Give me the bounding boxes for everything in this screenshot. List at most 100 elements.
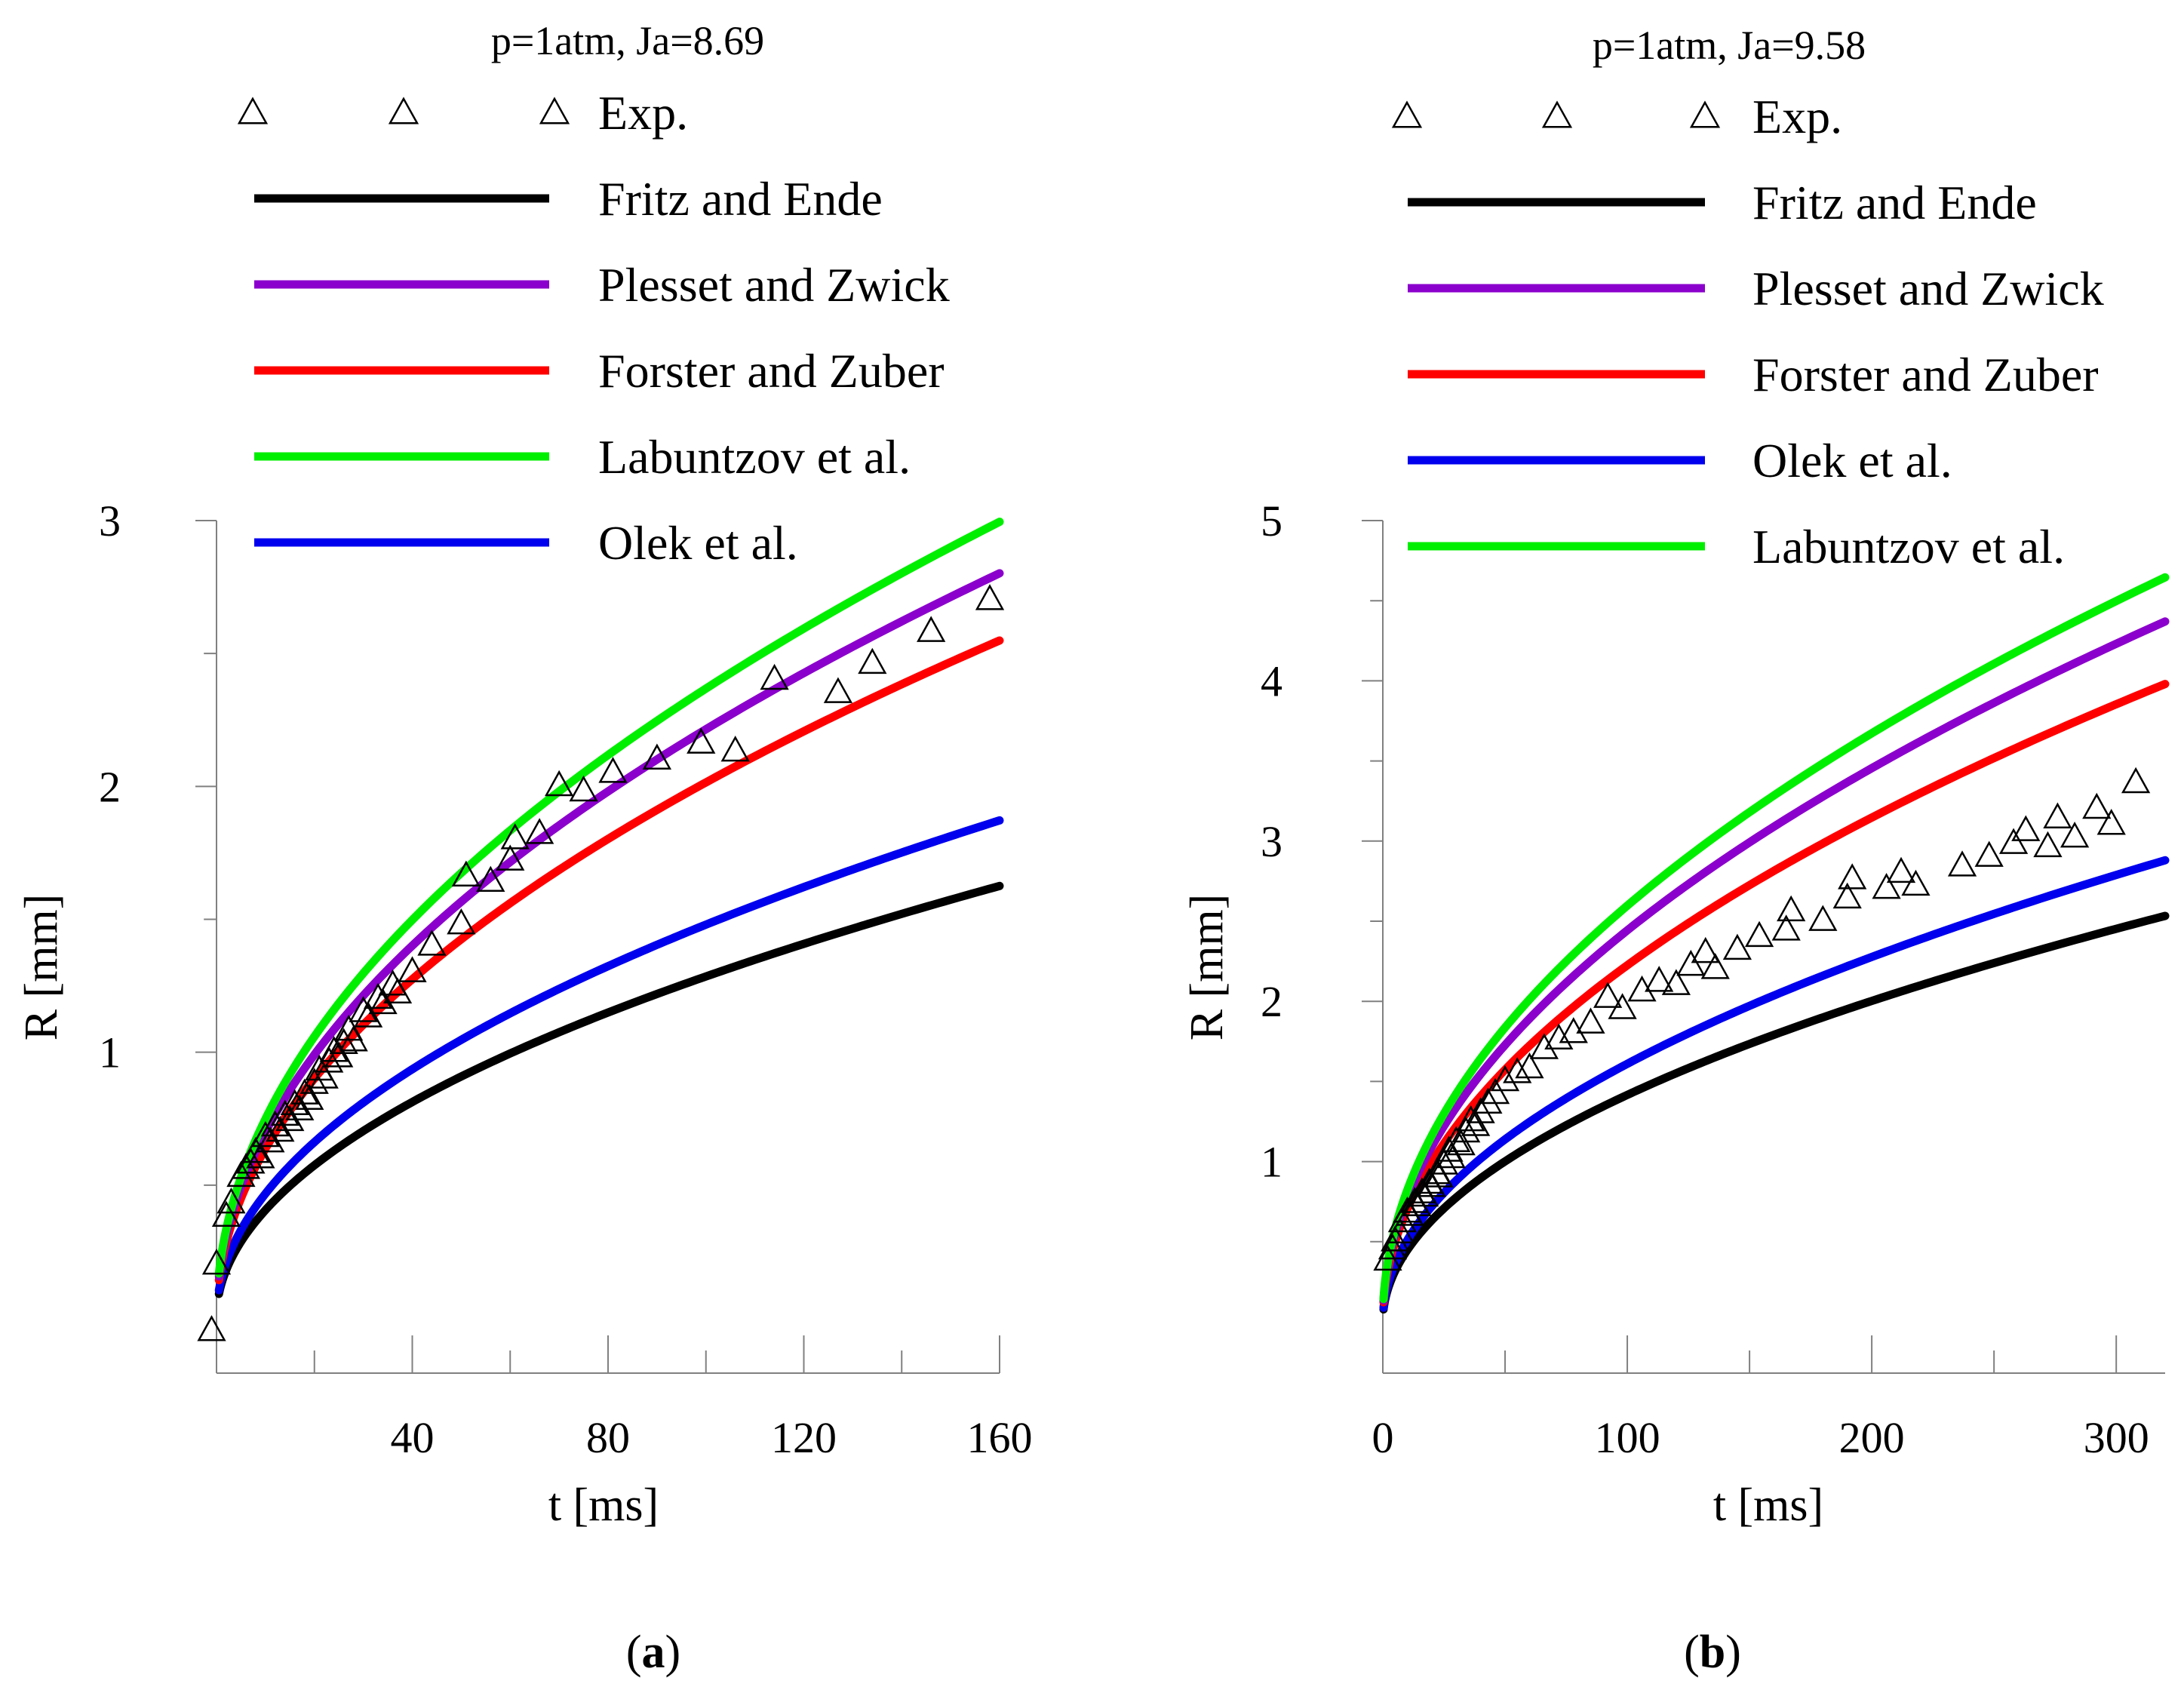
exp-point: [569, 775, 598, 802]
legend-label: Forster and Zuber: [1752, 348, 2099, 401]
series-line-fritz-and-ende: [214, 881, 1004, 1298]
panel-caption-letter-a: a: [642, 1627, 665, 1678]
legend-label: Fritz and Ende: [1752, 176, 2037, 229]
exp-point: [1402, 1190, 1432, 1216]
x-tick-label: 80: [586, 1413, 630, 1462]
exp-point: [1395, 1200, 1424, 1226]
exp-point: [1446, 1129, 1476, 1156]
x-tick-label: 160: [967, 1413, 1033, 1462]
legend-item: Exp.: [1391, 90, 1842, 143]
y-tick-label: 3: [1261, 817, 1282, 866]
legend-item: Plesset and Zwick: [1408, 262, 2104, 315]
exp-point: [858, 647, 887, 674]
exp-point: [1429, 1148, 1459, 1175]
legend-marker-icon: [1541, 100, 1573, 128]
chart-panel-b: p=1atm, Ja=9.58 Exp. Fritz and Ende Plesse…: [1181, 23, 2170, 1678]
exp-points-a: [197, 584, 1005, 1341]
exp-point: [1947, 850, 1977, 877]
exp-point: [1417, 1171, 1446, 1197]
y-axis-label-a: R [mm]: [16, 894, 67, 1041]
exp-point: [1832, 882, 1862, 909]
legend-item: Fritz and Ende: [254, 172, 883, 226]
exp-point: [1436, 1142, 1466, 1169]
exp-point: [720, 735, 750, 762]
exp-point: [975, 584, 1005, 610]
curves-a: [214, 518, 1004, 1298]
exp-point: [349, 996, 378, 1022]
exp-point: [1608, 993, 1637, 1019]
exp-point: [1886, 856, 1916, 883]
exp-point: [363, 982, 393, 1009]
series-line-olek-et-al: [214, 816, 1004, 1295]
legend-label: Olek et al.: [1752, 434, 1952, 487]
exp-point: [201, 1248, 232, 1275]
curves-b: [1379, 573, 2170, 1314]
legend-item: Labuntzov et al.: [1408, 520, 2065, 573]
y-tick-label: 2: [1261, 977, 1282, 1026]
exp-point: [1424, 1161, 1454, 1188]
exp-point: [2096, 809, 2126, 835]
legend-item: Fritz and Ende: [1408, 176, 2037, 229]
exp-point: [295, 1083, 324, 1110]
legend-marker-icon: [1689, 100, 1721, 128]
legend-label: Labuntzov et al.: [1752, 520, 2065, 573]
exp-point: [598, 757, 628, 783]
x-axis-label-a: t [ms]: [548, 1480, 659, 1531]
y-tick-label: 2: [99, 762, 121, 811]
exp-point: [917, 616, 946, 642]
exp-point: [1503, 1057, 1532, 1083]
x-tick-label: 100: [1595, 1413, 1660, 1462]
series-line-labuntzov-et-al: [1379, 573, 2170, 1304]
exp-point: [246, 1142, 275, 1169]
exp-point: [1544, 1023, 1574, 1050]
exp-point: [500, 823, 530, 850]
exp-point: [525, 818, 554, 844]
exp-point: [1515, 1052, 1544, 1079]
x-tick-label: 0: [1372, 1413, 1394, 1462]
chart-title-a: p=1atm, Ja=8.69: [491, 18, 764, 63]
legend-a: Exp. Fritz and Ende Plesset and Zwick Forst…: [237, 86, 950, 570]
legend-label: Plesset and Zwick: [598, 258, 950, 312]
x-tick-label: 40: [391, 1413, 435, 1462]
legend-marker-icon: [388, 97, 419, 124]
exp-point: [217, 1187, 246, 1214]
y-tick-label: 1: [99, 1028, 121, 1077]
y-tick-label: 1: [1261, 1138, 1282, 1187]
exp-point: [1901, 869, 1931, 896]
exp-point: [1777, 895, 1806, 922]
exp-point: [1700, 953, 1730, 979]
exp-point: [1378, 1233, 1408, 1260]
exp-point: [1409, 1180, 1439, 1207]
chart-title-b: p=1atm, Ja=9.58: [1593, 23, 1866, 68]
exp-point: [398, 956, 427, 982]
exp-point: [687, 727, 716, 754]
y-tick-label: 4: [1261, 656, 1282, 705]
exp-point: [2043, 802, 2072, 828]
exp-point: [382, 977, 413, 1004]
exp-point: [1456, 1105, 1485, 1132]
series-line-plesset-and-zwick: [214, 569, 1004, 1281]
exp-points-b: [1373, 767, 2151, 1271]
exp-point: [2011, 815, 2041, 841]
exp-point: [2060, 822, 2090, 848]
legend-label: Olek et al.: [598, 516, 798, 570]
exp-point: [1974, 840, 2004, 867]
exp-point: [496, 844, 525, 871]
y-axis-label-b: R [mm]: [1181, 894, 1233, 1041]
legend-marker-icon: [1391, 100, 1423, 128]
exp-point: [823, 677, 853, 703]
exp-point: [1466, 1097, 1495, 1123]
exp-point: [2082, 792, 2112, 819]
x-tick-label: 300: [2084, 1413, 2149, 1462]
axes-b: 1 2 3 4 5 0 100 200 300: [1261, 496, 2165, 1462]
exp-point: [339, 1025, 368, 1052]
panel-caption-letter-b: b: [1700, 1627, 1725, 1678]
legend-label: Labuntzov et al.: [598, 430, 911, 484]
axes-a: 1 2 3 40 80 120 160: [99, 496, 1033, 1462]
exp-point: [545, 770, 574, 797]
exp-point: [2121, 767, 2151, 794]
exp-point: [1461, 1110, 1491, 1136]
exp-point: [353, 1001, 383, 1028]
legend-item: Olek et al.: [1408, 434, 1952, 487]
